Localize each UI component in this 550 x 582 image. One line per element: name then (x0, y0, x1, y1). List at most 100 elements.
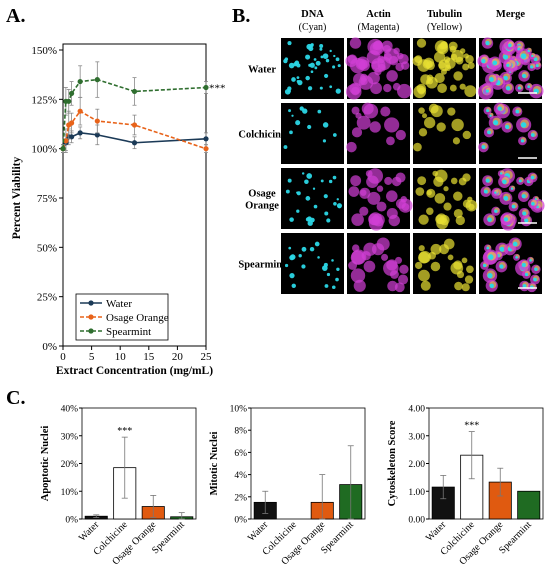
cell-signal (301, 172, 305, 175)
data-point (203, 136, 209, 142)
cell-signal (325, 58, 330, 63)
column-header: Tubulin (427, 9, 462, 20)
cell-signal (332, 65, 336, 69)
cell-signal (353, 73, 366, 86)
cell-signal (420, 280, 431, 291)
micrograph-panel (281, 233, 344, 294)
cell-signal (322, 53, 329, 59)
cell-nucleus (486, 246, 490, 250)
cell-signal (329, 49, 332, 53)
cell-signal (453, 260, 463, 270)
cell-signal (328, 179, 333, 184)
viability-line-chart: 0% 25% 50% 75% 100% 125% 150% 0 5 10 15 20 25 Extract… (11, 43, 226, 377)
cell-signal (430, 243, 442, 255)
cell-signal (462, 173, 471, 182)
data-point (68, 90, 75, 97)
cell-signal (307, 86, 313, 91)
cell-signal (369, 121, 381, 133)
cell-signal (331, 259, 334, 262)
cell-nucleus (512, 241, 518, 247)
cell-nucleus (492, 60, 498, 66)
cell-signal (462, 199, 472, 208)
cell-signal (290, 254, 296, 260)
cell-signal (336, 267, 340, 271)
cell-nucleus (502, 179, 507, 185)
cell-nucleus (520, 122, 527, 128)
cell-signal (451, 118, 464, 132)
cell-signal (463, 53, 469, 59)
cell-nucleus (503, 54, 509, 60)
y-tick-label: 25% (37, 292, 57, 304)
cell-signal (451, 49, 464, 63)
cell-nucleus (534, 267, 538, 271)
row-label: Spearmint (238, 260, 286, 271)
cell-signal (462, 63, 470, 71)
cell-nucleus (520, 53, 527, 59)
y-tick-label: 4.00 (408, 405, 425, 415)
cell-signal (460, 48, 466, 54)
significance-annotation: *** (117, 426, 132, 437)
x-tick-label: 20 (172, 351, 184, 363)
panel-label-c: C. (6, 387, 25, 409)
y-tick-label: 0% (42, 341, 57, 353)
data-point (63, 138, 69, 144)
cell-signal (298, 254, 302, 258)
cell-signal (320, 179, 324, 183)
cell-signal (333, 54, 336, 58)
cell-signal (418, 107, 425, 114)
column-stain-label: (Cyan) (299, 22, 327, 33)
y-tick-label: 10% (230, 405, 248, 415)
cell-nucleus (515, 109, 520, 114)
cell-nucleus (493, 120, 499, 126)
cell-nucleus (499, 264, 504, 269)
legend-marker (88, 314, 94, 320)
x-tick-label: 0 (60, 351, 66, 363)
x-tick-label: 25 (201, 351, 213, 363)
cell-signal (313, 58, 317, 61)
bar (517, 490, 541, 520)
legend-label: Osage Orange (106, 312, 169, 324)
data-point (60, 146, 66, 152)
cell-signal (307, 124, 312, 130)
cell-signal (359, 206, 369, 216)
cell-signal (386, 190, 398, 202)
cell-signal (413, 142, 422, 152)
cell-nucleus (531, 201, 535, 206)
cell-signal (305, 75, 310, 81)
data-point (77, 78, 83, 85)
cell-signal (329, 85, 333, 89)
cell-signal (424, 117, 436, 129)
y-tick-label: 10% (61, 488, 79, 498)
data-point (94, 118, 100, 124)
legend-label: Water (106, 298, 132, 310)
cell-signal (308, 63, 312, 67)
cell-nucleus (515, 256, 518, 259)
cell-nucleus (485, 41, 490, 46)
cell-signal (453, 191, 463, 201)
cell-signal (285, 189, 290, 194)
cell-signal (310, 70, 314, 74)
cell-signal (356, 115, 371, 130)
data-point (94, 132, 100, 138)
plot-frame (250, 407, 366, 520)
y-axis-label: Percent Viability (11, 156, 23, 239)
cell-signal (420, 74, 431, 85)
cell-signal (284, 263, 289, 268)
cell-nucleus (481, 58, 486, 64)
cell-signal (332, 133, 337, 137)
cell-signal (361, 102, 374, 115)
data-point (68, 120, 75, 126)
row-label: Osage (248, 189, 276, 200)
cell-signal (421, 113, 428, 119)
cell-nucleus (494, 191, 497, 194)
cell-signal (443, 238, 455, 250)
cell-signal (436, 122, 446, 132)
y-axis-label: Mitotic Nuclei (209, 431, 220, 495)
cell-signal (393, 47, 400, 55)
cell-nucleus (529, 259, 532, 262)
plot-frame (62, 43, 207, 347)
cell-signal (309, 246, 315, 252)
cell-signal (417, 87, 425, 95)
cell-signal (346, 141, 357, 153)
cell-signal (319, 44, 324, 49)
